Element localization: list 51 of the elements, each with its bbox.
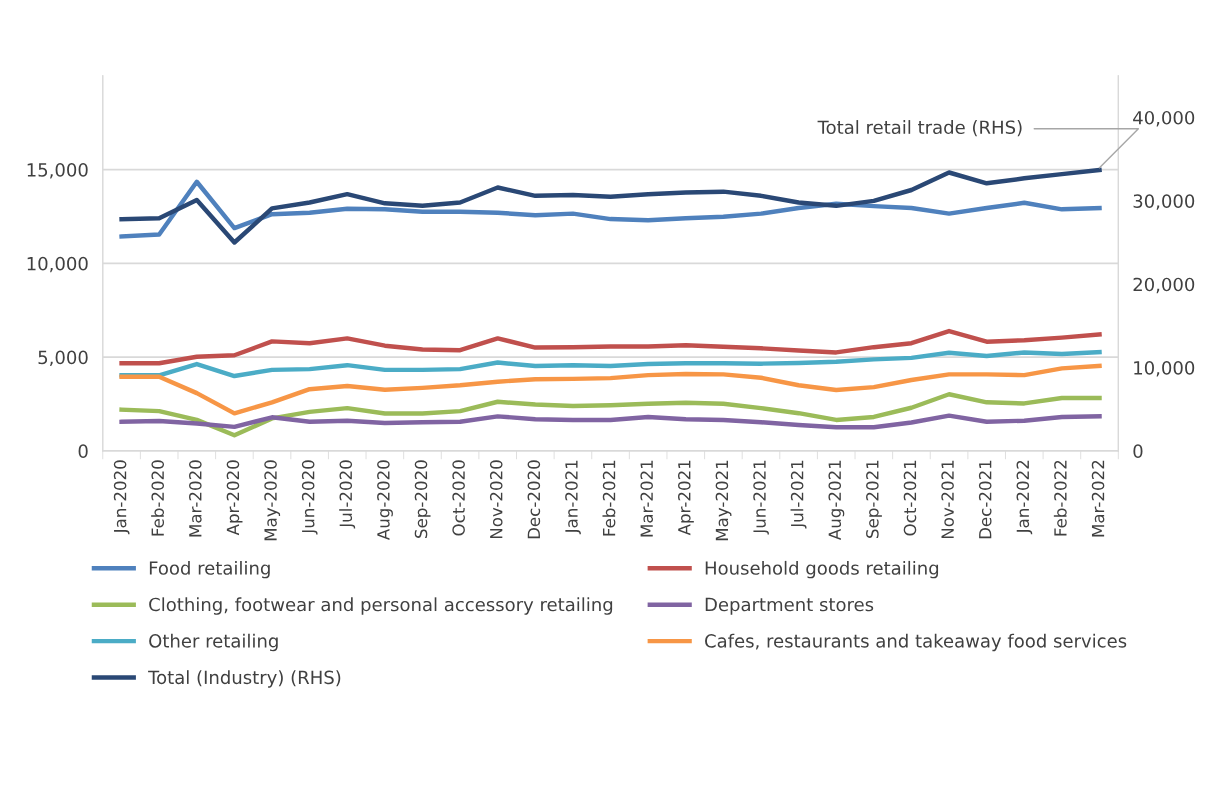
x-tick-label: Apr-2020 <box>226 460 243 536</box>
legend-label: Cafes, restaurants and takeaway food services <box>705 633 1127 652</box>
x-tick-label: Oct-2020 <box>452 460 465 536</box>
x-tick-label: Jan-2020 <box>113 460 130 535</box>
y-tick-label: 10,000 <box>27 256 88 273</box>
line-series <box>119 179 1102 239</box>
x-tick-label: May-2020 <box>264 460 281 541</box>
line-series <box>119 349 1102 379</box>
legend-label: Department stores <box>705 597 874 615</box>
legend-label: Other retailing <box>149 633 278 652</box>
legend-label: Total (Industry) (RHS) <box>148 670 341 688</box>
x-tick-label: Aug-2020 <box>377 460 393 541</box>
y-tick-label: 0 <box>78 444 88 458</box>
x-tick-label: Jun-2021 <box>753 460 769 535</box>
x-tick-label: Oct-2021 <box>903 460 917 536</box>
x-tick-label: Aug-2021 <box>828 460 845 541</box>
x-tick-label: Mar-2021 <box>640 460 653 537</box>
legend-label: Clothing, footwear and personal accessory retailing <box>149 597 613 615</box>
x-tick-label: Apr-2021 <box>678 460 694 536</box>
y2-tick-label: 40,000 <box>1133 110 1195 127</box>
line-series <box>119 328 1102 366</box>
line-series <box>119 363 1102 416</box>
x-tick-label: Nov-2020 <box>489 460 503 539</box>
y2-tick-label: 10,000 <box>1134 360 1195 377</box>
x-tick-label: Feb-2022 <box>1053 460 1067 536</box>
x-tick-label: Jan-2021 <box>565 460 581 535</box>
line-series <box>119 413 1102 430</box>
y2-tick-label: 20,000 <box>1133 277 1195 294</box>
x-tick-label: Mar-2020 <box>189 460 202 537</box>
annotation: Total retail trade (RHS) <box>817 120 1022 137</box>
x-tick-label: Dec-2021 <box>978 460 992 539</box>
x-tick-label: Sep-2021 <box>866 460 882 538</box>
y-tick-label: 5,000 <box>38 350 88 367</box>
x-tick-label: Jul-2021 <box>790 460 807 529</box>
line-series <box>119 167 1102 245</box>
x-tick-label: Sep-2020 <box>414 460 431 538</box>
legend-label: Food retailing <box>149 560 270 579</box>
x-tick-label: Feb-2020 <box>151 460 165 536</box>
y2-tick-label: 0 <box>1133 444 1143 458</box>
x-tick-label: May-2021 <box>715 460 732 541</box>
line-series <box>119 392 1102 438</box>
x-tick-label: Feb-2021 <box>602 460 616 536</box>
x-tick-label: Jun-2020 <box>301 460 318 535</box>
legend-label: Household goods retailing <box>705 560 939 579</box>
y2-tick-label: 30,000 <box>1133 194 1195 210</box>
y-tick-label: 15,000 <box>27 163 88 179</box>
x-tick-label: Jan-2022 <box>1016 460 1033 535</box>
x-tick-label: Mar-2022 <box>1091 460 1105 537</box>
x-tick-label: Nov-2021 <box>941 460 954 539</box>
x-tick-label: Dec-2020 <box>527 460 541 539</box>
x-tick-label: Jul-2020 <box>339 460 356 529</box>
